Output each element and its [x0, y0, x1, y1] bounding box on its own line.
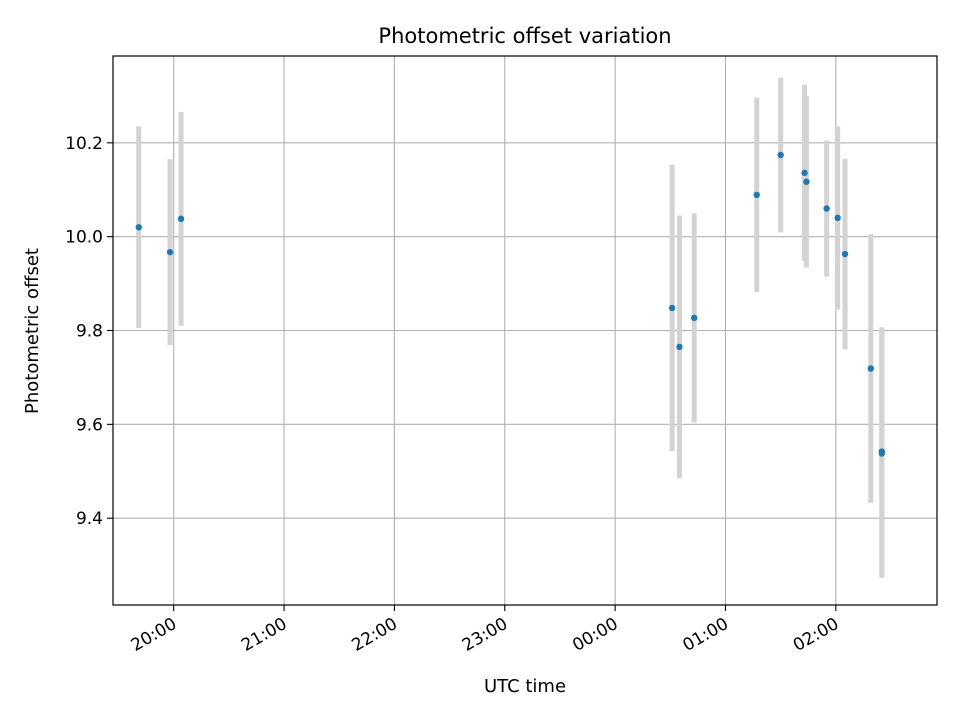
y-axis: 9.4 9.6 9.8 10.0 10.2	[65, 134, 113, 529]
y-tick-label: 9.4	[76, 509, 103, 529]
y-tick-label: 9.8	[76, 322, 103, 342]
data-point	[166, 248, 174, 256]
chart-title: Photometric offset variation	[378, 24, 671, 48]
grid	[113, 56, 937, 605]
data-point	[867, 365, 874, 372]
data-point	[834, 214, 841, 222]
data-point	[841, 250, 849, 258]
data-point	[753, 191, 760, 199]
y-tick-label: 10.0	[65, 228, 103, 248]
data-point	[668, 304, 676, 312]
data-point	[177, 215, 185, 223]
data-point	[823, 205, 830, 212]
data-point	[801, 169, 808, 177]
y-axis-label: Photometric offset	[22, 248, 43, 414]
data-point	[676, 343, 683, 351]
x-axis-label: UTC time	[484, 676, 566, 697]
data-point	[878, 450, 886, 457]
data-point	[691, 314, 698, 322]
data-point	[803, 178, 810, 185]
data-point	[135, 224, 142, 231]
y-tick-label: 9.6	[76, 415, 103, 435]
data-points	[135, 151, 886, 457]
y-tick-label: 10.2	[65, 134, 103, 154]
data-point	[777, 151, 784, 159]
